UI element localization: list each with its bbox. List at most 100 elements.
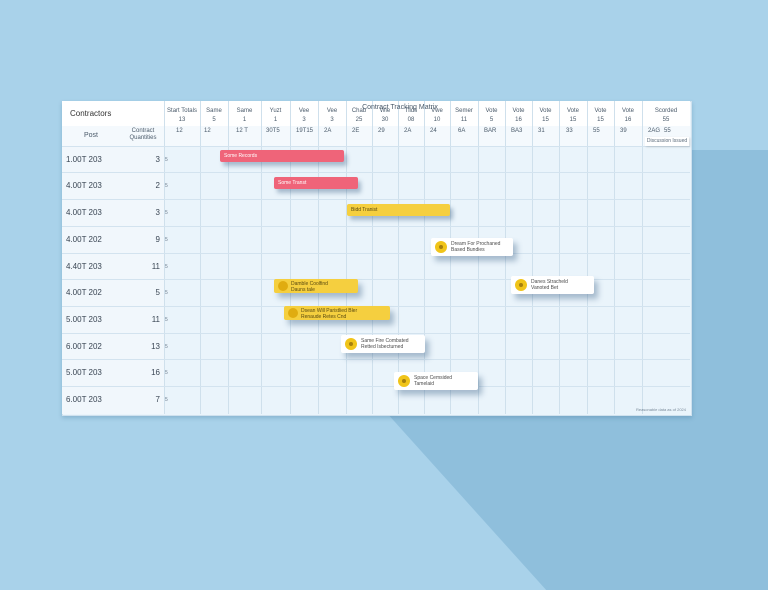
column-header[interactable]: Tilds — [404, 108, 418, 114]
row-label[interactable]: 4.00T 202 — [66, 288, 102, 297]
row-label[interactable]: 4.40T 203 — [66, 262, 102, 271]
date-cell: 33 — [566, 128, 573, 134]
date-cell: 12 — [204, 128, 211, 134]
column-header[interactable]: Scorded — [654, 108, 678, 114]
date-cell: 31 — [538, 128, 545, 134]
grid-row-line — [62, 199, 690, 200]
milestone-card[interactable]: Same Fire Combated Retted Isbecturned — [341, 335, 425, 353]
milestone-subtitle: Vanoted Bet — [531, 285, 559, 291]
row-tick: 5 — [165, 290, 168, 296]
row-label[interactable]: 4.00T 202 — [66, 235, 102, 244]
grid-column-line — [642, 101, 643, 414]
milestone-title: Same Fire Combated — [361, 338, 409, 344]
row-label[interactable]: 5.00T 203 — [66, 368, 102, 377]
column-subheader: 1 — [242, 117, 247, 123]
column-header[interactable]: Vee — [326, 108, 338, 114]
milestone-subtitle: Based Bundies — [451, 247, 485, 253]
column-subheader: 10 — [433, 117, 441, 123]
milestone-card[interactable]: Dream For Prochaned Based Bundies — [431, 238, 513, 256]
grid-column-line — [424, 101, 425, 414]
row-count: 2 — [155, 181, 160, 190]
row-label[interactable]: 6.00T 203 — [66, 395, 102, 404]
row-label[interactable]: 4.00T 203 — [66, 181, 102, 190]
column-header[interactable]: Vote — [485, 108, 498, 114]
column-subheader: 5 — [489, 117, 494, 123]
column-header[interactable]: Vee — [298, 108, 310, 114]
column-header[interactable]: Vote — [594, 108, 607, 114]
milestone-title: Space Cemsided — [414, 375, 453, 381]
row-count: 9 — [155, 235, 160, 244]
grid-row-line — [62, 386, 690, 387]
column-subheader: 3 — [302, 117, 306, 123]
task-bar[interactable]: Some Records — [220, 150, 344, 162]
row-tick: 5 — [165, 370, 168, 376]
task-title: Dsean Will Paristlied Bler — [301, 308, 358, 314]
milestone-title: Dream For Prochaned — [451, 241, 501, 247]
grid-row-line — [62, 279, 690, 280]
project-column-header: Post — [84, 132, 99, 139]
corner-header: Contractors — [62, 101, 165, 126]
highlight-task-card[interactable]: Damble Coolfind Dauns tale — [274, 279, 358, 293]
grid-column-line — [505, 101, 506, 414]
task-bar[interactable]: Some Transt — [274, 177, 358, 189]
column-subheader: 08 — [407, 117, 415, 123]
grid-column-line — [532, 101, 533, 414]
row-tick: 5 — [165, 237, 168, 243]
milestone-card[interactable]: Space Cemsided Tamelaid — [394, 372, 478, 390]
grid-row-line — [62, 172, 690, 173]
date-cell: 2AG — [648, 128, 661, 134]
grid-column-line — [450, 101, 451, 414]
task-bar[interactable]: Bidd Tranist — [347, 204, 450, 216]
task-bar-label: Some Transt — [278, 180, 307, 186]
row-count: 3 — [155, 208, 160, 217]
column-subheader: 5 — [212, 117, 216, 123]
column-subheader: 55 — [662, 117, 670, 123]
column-subheader: 25 — [355, 117, 363, 123]
column-subheader: 30 — [381, 117, 389, 123]
date-cell: 29 — [378, 128, 385, 134]
row-label-column — [62, 146, 164, 414]
grid-column-line — [478, 101, 479, 414]
row-count: 3 — [155, 155, 160, 164]
row-tick: 5 — [165, 317, 168, 323]
footer-note: Reasonable data as of 2024 — [635, 407, 686, 412]
task-bar-label: Bidd Tranist — [351, 207, 378, 213]
row-label[interactable]: 1.00T 203 — [66, 155, 102, 164]
contractors-heading: Contractors — [70, 109, 112, 118]
column-header[interactable]: Yuzt — [269, 108, 282, 114]
row-label[interactable]: 6.00T 202 — [66, 342, 102, 351]
column-subheader: 15 — [569, 117, 577, 123]
milestone-icon — [398, 375, 410, 387]
date-cell: 30T5 — [266, 128, 280, 134]
row-label[interactable]: 5.00T 203 — [66, 315, 102, 324]
column-header[interactable]: Chab — [351, 108, 367, 114]
date-cell: 55 — [664, 128, 671, 134]
row-tick: 5 — [165, 397, 168, 403]
date-cell: 2A — [404, 128, 412, 134]
highlight-task-card[interactable]: Dsean Will Paristlied Bler Renaude Retes… — [284, 306, 390, 320]
grid-column-line — [200, 101, 201, 414]
milestone-card[interactable]: Danes Stracheld Vanoted Bet — [511, 276, 594, 294]
column-subheader: 15 — [542, 117, 549, 123]
column-header[interactable]: Same — [236, 108, 253, 114]
count-column-header: Contract Quantities — [129, 128, 157, 141]
column-header[interactable]: Vote — [539, 108, 552, 114]
task-subtitle: Dauns tale — [291, 287, 315, 293]
column-header[interactable]: Start Totals — [167, 108, 197, 114]
column-header[interactable]: Vwe — [431, 108, 443, 114]
grid-column-line — [346, 101, 347, 414]
date-cell: BAR — [484, 128, 497, 134]
grid-column-line — [164, 101, 165, 414]
page-title: Contract Tracking Matrix — [362, 104, 438, 111]
row-label[interactable]: 4.00T 203 — [66, 208, 102, 217]
column-header[interactable]: Same — [206, 108, 222, 114]
milestone-subtitle: Retted Isbecturned — [361, 344, 404, 350]
column-header[interactable]: Vote — [512, 108, 525, 114]
column-header[interactable]: Vote — [566, 108, 579, 114]
column-header[interactable]: Semer — [455, 108, 473, 114]
column-header[interactable]: Vote — [621, 108, 634, 114]
discussion-issued-badge: Discussion Issued — [645, 137, 689, 146]
row-count: 11 — [151, 262, 160, 271]
column-header[interactable]: Wie — [379, 108, 391, 114]
milestone-icon — [435, 241, 447, 253]
